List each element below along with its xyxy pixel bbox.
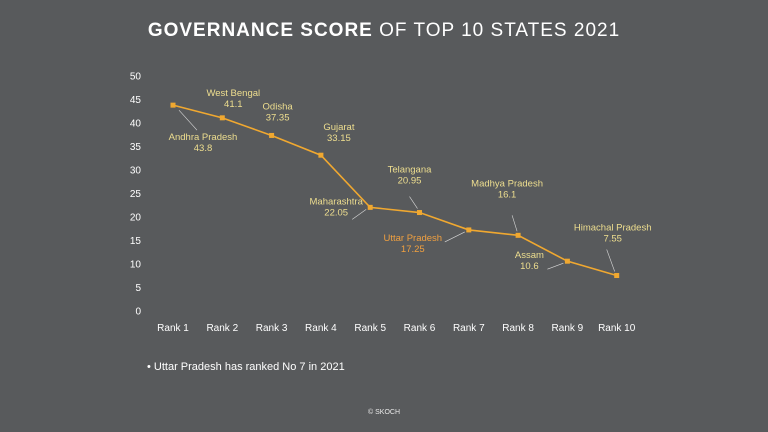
x-tick-label: Rank 1	[157, 323, 189, 334]
copyright-footer: © SKOCH	[368, 409, 400, 416]
data-label-state: Maharashtra	[310, 196, 364, 207]
data-label-value: 37.35	[266, 112, 290, 123]
label-leader-line	[606, 249, 615, 272]
chart-title-rest: OF TOP 10 STATES 2021	[379, 20, 621, 41]
label-leader-line	[444, 231, 465, 243]
data-label-value: 17.25	[401, 244, 425, 255]
x-tick-label: Rank 9	[552, 323, 584, 334]
data-label-state: Andhra Pradesh	[169, 132, 238, 143]
data-label-value: 16.1	[498, 189, 517, 200]
data-label-value: 41.1	[224, 99, 243, 110]
chart-title-bold: GOVERNANCE SCORE	[147, 20, 373, 41]
data-label-state: Gujarat	[323, 122, 355, 133]
label-leader-line	[178, 109, 198, 131]
data-point	[417, 210, 422, 216]
data-point	[564, 258, 570, 264]
y-tick-label: 30	[130, 166, 142, 177]
data-label-state: Himachal Pradesh	[574, 223, 652, 234]
y-tick-label: 5	[135, 283, 141, 294]
y-tick-label: 10	[130, 260, 142, 271]
y-tick-label: 20	[130, 213, 142, 224]
data-point	[367, 204, 373, 210]
y-tick-label: 0	[135, 307, 141, 318]
label-leader-line	[511, 215, 518, 232]
data-point	[170, 102, 176, 108]
data-label-state: Madhya Pradesh	[471, 178, 543, 189]
chart-title: GOVERNANCE SCORE OF TOP 10 STATES 2021	[0, 20, 768, 42]
y-tick-label: 50	[130, 72, 142, 83]
data-label-state: Uttar Pradesh	[383, 233, 442, 244]
y-tick-label: 45	[130, 95, 142, 106]
data-point	[318, 152, 324, 158]
x-tick-label: Rank 5	[354, 323, 386, 334]
data-label-state: Assam	[515, 250, 544, 261]
x-tick-label: Rank 7	[453, 323, 485, 334]
data-label-state: Telangana	[388, 165, 433, 176]
x-tick-label: Rank 10	[598, 323, 636, 334]
data-label-value: 20.95	[398, 176, 422, 187]
data-point	[219, 115, 225, 121]
data-label-state: Odisha	[263, 101, 294, 112]
x-tick-label: Rank 2	[206, 323, 238, 334]
y-tick-label: 40	[130, 119, 142, 130]
x-tick-label: Rank 3	[256, 323, 288, 334]
y-tick-label: 25	[130, 189, 142, 200]
y-tick-label: 35	[130, 142, 142, 153]
label-leader-line	[547, 262, 564, 270]
data-label-value: 33.15	[327, 133, 351, 144]
data-label-value: 43.8	[194, 143, 213, 154]
data-point	[614, 273, 620, 279]
data-label-value: 10.6	[520, 261, 539, 272]
footnote: • Uttar Pradesh has ranked No 7 in 2021	[147, 361, 345, 373]
y-tick-label: 15	[130, 236, 142, 247]
data-label-state: West Bengal	[206, 88, 260, 99]
label-leader-line	[409, 196, 418, 209]
data-label-value: 7.55	[603, 234, 622, 245]
series-line	[172, 104, 617, 277]
x-tick-label: Rank 8	[502, 323, 534, 334]
data-point	[269, 132, 275, 138]
label-leader-line	[352, 209, 367, 220]
data-point	[466, 227, 472, 233]
data-point	[515, 232, 521, 238]
x-tick-label: Rank 6	[404, 323, 436, 334]
x-tick-label: Rank 4	[305, 323, 337, 334]
data-label-value: 22.05	[324, 207, 348, 218]
